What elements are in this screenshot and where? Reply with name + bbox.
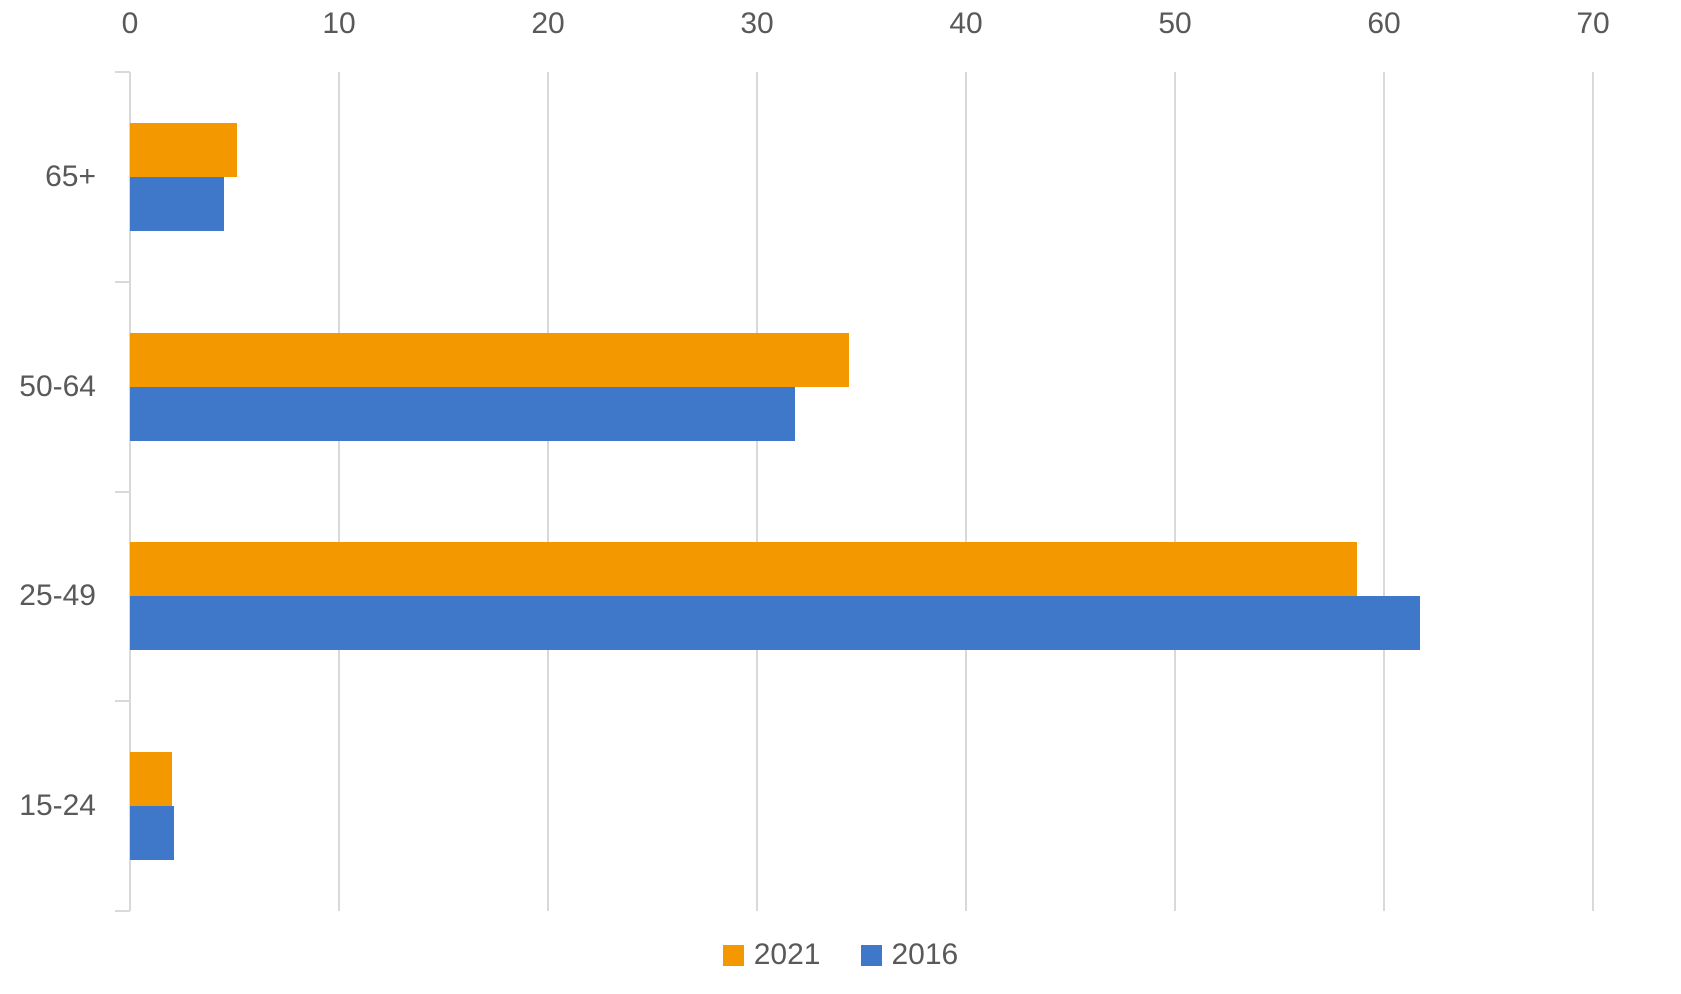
x-tick-label-60: 60 xyxy=(1367,7,1401,40)
plot-area xyxy=(115,71,1594,912)
bar-2021-5064 xyxy=(130,332,849,387)
bar-2016-1524 xyxy=(130,806,174,861)
bar-2021-65 xyxy=(130,122,237,177)
x-tick-label-70: 70 xyxy=(1576,7,1610,40)
gridline-50 xyxy=(1174,72,1176,911)
gridline-10 xyxy=(338,72,340,911)
category-boundary-tick xyxy=(115,910,130,912)
x-tick-label-0: 0 xyxy=(121,7,139,40)
legend-label-2016: 2016 xyxy=(891,938,959,971)
category-boundary-tick xyxy=(115,71,130,73)
bar-2021-1524 xyxy=(130,752,172,807)
x-tick-label-30: 30 xyxy=(740,7,774,40)
legend-swatch-2016 xyxy=(860,944,882,966)
y-category-label-65: 65+ xyxy=(45,159,96,193)
y-category-label-1524: 15-24 xyxy=(19,789,96,823)
legend-item-2016: 2016 xyxy=(860,938,959,972)
gridline-40 xyxy=(965,72,967,911)
bar-2021-2549 xyxy=(130,542,1357,597)
bar-2016-5064 xyxy=(130,386,795,441)
gridline-60 xyxy=(1383,72,1385,911)
x-tick-label-10: 10 xyxy=(322,7,356,40)
category-boundary-tick xyxy=(115,700,130,703)
gridline-30 xyxy=(756,72,758,911)
y-category-label-5064: 50-64 xyxy=(19,369,96,403)
y-category-label-2549: 25-49 xyxy=(19,579,96,613)
bar-2016-2549 xyxy=(130,596,1420,651)
gridline-0 xyxy=(129,72,131,911)
y-axis-category-labels: 65+ 50-64 25-49 15-24 xyxy=(0,72,96,911)
gridline-20 xyxy=(547,72,549,911)
legend: 2021 2016 xyxy=(0,938,1681,972)
x-tick-label-50: 50 xyxy=(1158,7,1192,40)
bar-2016-65 xyxy=(130,176,225,231)
x-tick-label-20: 20 xyxy=(531,7,565,40)
category-boundary-tick xyxy=(115,280,130,283)
category-boundary-tick xyxy=(115,490,130,493)
legend-label-2021: 2021 xyxy=(753,938,821,971)
gridline-70 xyxy=(1592,72,1594,911)
x-tick-label-40: 40 xyxy=(949,7,983,40)
x-axis: 0 10 20 30 40 50 60 70 xyxy=(122,6,1610,46)
legend-swatch-2021 xyxy=(722,944,744,966)
legend-item-2021: 2021 xyxy=(722,938,821,972)
